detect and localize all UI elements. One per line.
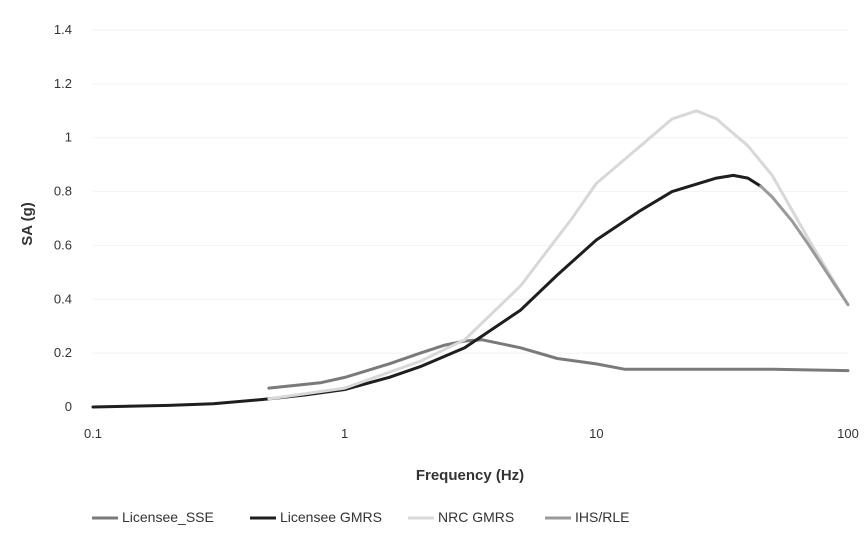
series-layer (91, 109, 850, 409)
y-tick-label: 1.2 (54, 76, 72, 91)
y-axis-title: SA (g) (19, 202, 36, 246)
series-line-ihs-rle (759, 184, 850, 307)
y-tick-label: 0.4 (54, 291, 72, 306)
series-line-licensee-gmrs (91, 173, 763, 409)
x-tick-label: 0.1 (84, 426, 102, 441)
x-tick-label: 1 (341, 426, 348, 441)
legend-label: Licensee GMRS (280, 509, 382, 525)
series-line-nrc-gmrs (267, 109, 850, 401)
legend: Licensee_SSE Licensee GMRS NRC GMRS IHS/RLE (92, 509, 629, 525)
x-tick-label: 100 (837, 426, 859, 441)
tick-layer: 0 0.2 0.4 0.6 0.8 1 1.2 1.4 0.1 1 10 100 (54, 22, 859, 441)
x-axis-title: Frequency (Hz) (416, 467, 524, 484)
grid-layer (93, 29, 848, 354)
y-tick-label: 0.8 (54, 184, 72, 199)
legend-label: NRC GMRS (438, 509, 514, 525)
y-tick-label: 0.2 (54, 345, 72, 360)
y-tick-label: 0.6 (54, 237, 72, 252)
x-tick-label: 10 (589, 426, 603, 441)
y-tick-label: 1.4 (54, 22, 72, 37)
y-tick-label: 1 (65, 130, 72, 145)
y-tick-label: 0 (65, 399, 72, 414)
series-line-licensee-sse (267, 338, 850, 390)
legend-label: Licensee_SSE (122, 509, 214, 525)
legend-label: IHS/RLE (575, 509, 629, 525)
